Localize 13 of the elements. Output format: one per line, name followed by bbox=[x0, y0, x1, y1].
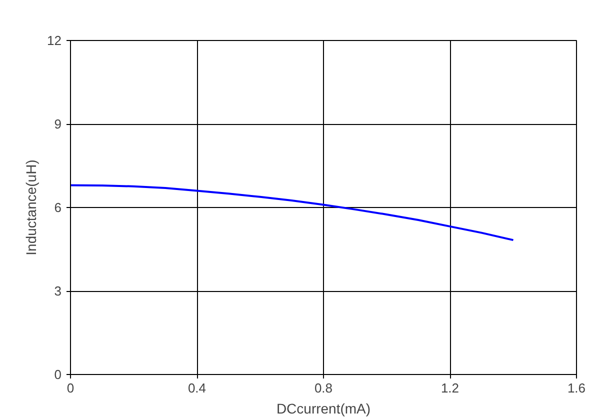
x-tick-label: 1.2 bbox=[440, 380, 460, 396]
y-axis-title: Inductance(uH) bbox=[23, 160, 40, 256]
x-tick-label: 1.6 bbox=[567, 380, 586, 396]
x-axis-title: DCcurrent(mA) bbox=[276, 400, 371, 416]
y-tick-label: 0 bbox=[54, 367, 62, 382]
y-tick-label: 12 bbox=[47, 33, 62, 48]
x-tick-label: 0 bbox=[66, 380, 74, 396]
x-tick-label: 0.4 bbox=[188, 380, 206, 396]
x-tick-label: 0.8 bbox=[314, 380, 333, 396]
y-tick-label: 6 bbox=[54, 200, 62, 215]
y-tick-label: 9 bbox=[54, 116, 62, 132]
y-tick-label: 3 bbox=[54, 284, 62, 298]
line-series bbox=[70, 184, 514, 242]
